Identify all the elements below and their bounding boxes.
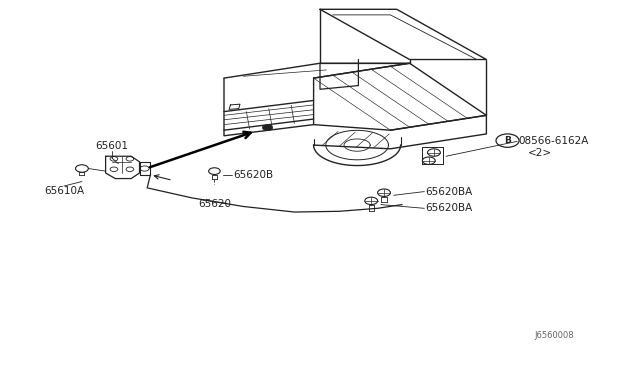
- Text: B: B: [504, 136, 511, 145]
- Text: 65610A: 65610A: [44, 186, 84, 196]
- Text: 65620: 65620: [198, 199, 232, 209]
- Text: <2>: <2>: [528, 148, 552, 157]
- Text: 65620B: 65620B: [234, 170, 274, 180]
- Text: J6560008: J6560008: [534, 331, 574, 340]
- Text: 65620BA: 65620BA: [426, 187, 473, 196]
- Text: 08566-6162A: 08566-6162A: [518, 137, 589, 146]
- Text: 65620BA: 65620BA: [426, 203, 473, 213]
- Text: 65601: 65601: [95, 141, 129, 151]
- Circle shape: [262, 125, 273, 131]
